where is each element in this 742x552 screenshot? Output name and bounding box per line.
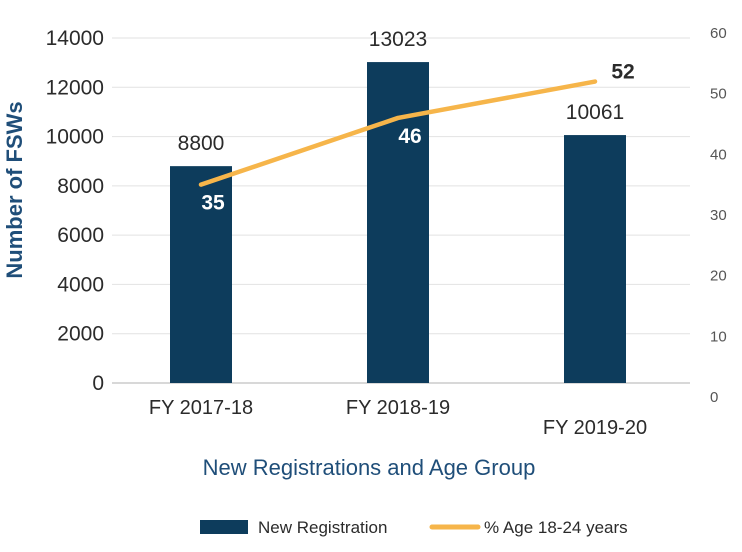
y2-axis-ticks: 0 10 20 30 40 50 60 <box>710 25 727 406</box>
line-data-label: 35 <box>201 192 225 215</box>
y2-tick-label: 30 <box>710 207 727 224</box>
legend-label-bar: New Registration <box>258 518 387 537</box>
x-tick-label: FY 2019-20 <box>543 417 647 439</box>
y2-tick-label: 60 <box>710 25 727 42</box>
legend-label-line: % Age 18-24 years <box>484 518 628 537</box>
y-tick-label: 4000 <box>57 273 104 296</box>
bar-data-label: 8800 <box>178 132 225 155</box>
bar-data-label: 13023 <box>369 28 427 51</box>
y-axis-ticks: 0 2000 4000 6000 8000 10000 12000 14000 <box>46 27 104 395</box>
y-tick-label: 8000 <box>57 175 104 198</box>
line-series: 35 46 52 <box>198 61 635 215</box>
y2-tick-label: 20 <box>710 268 727 285</box>
x-axis-ticks: FY 2017-18 FY 2018-19 FY 2019-20 <box>149 397 647 439</box>
y-tick-label: 14000 <box>46 27 104 50</box>
y-tick-label: 6000 <box>57 224 104 247</box>
y2-tick-label: 10 <box>710 328 727 345</box>
line-data-label: 52 <box>611 61 634 84</box>
y-tick-label: 2000 <box>57 323 104 346</box>
y-axis-title: Number of FSWs <box>2 101 27 278</box>
bar <box>170 166 232 383</box>
bar-data-label: 10061 <box>566 101 624 124</box>
line-path <box>198 79 598 187</box>
y-tick-label: 0 <box>92 372 104 395</box>
y-tick-label: 12000 <box>46 76 104 99</box>
y2-tick-label: 0 <box>710 389 718 406</box>
legend: New Registration % Age 18-24 years <box>200 518 628 537</box>
line-data-label: 46 <box>398 125 421 148</box>
x-tick-label: FY 2017-18 <box>149 397 253 419</box>
x-axis-title: New Registrations and Age Group <box>203 455 536 480</box>
bar <box>564 135 626 383</box>
bar-series: 8800 13023 10061 <box>170 28 626 383</box>
y2-tick-label: 50 <box>710 86 727 103</box>
legend-swatch-bar <box>200 520 248 534</box>
bar <box>367 62 429 383</box>
x-tick-label: FY 2018-19 <box>346 397 450 419</box>
y-tick-label: 10000 <box>46 126 104 149</box>
y2-tick-label: 40 <box>710 146 727 163</box>
